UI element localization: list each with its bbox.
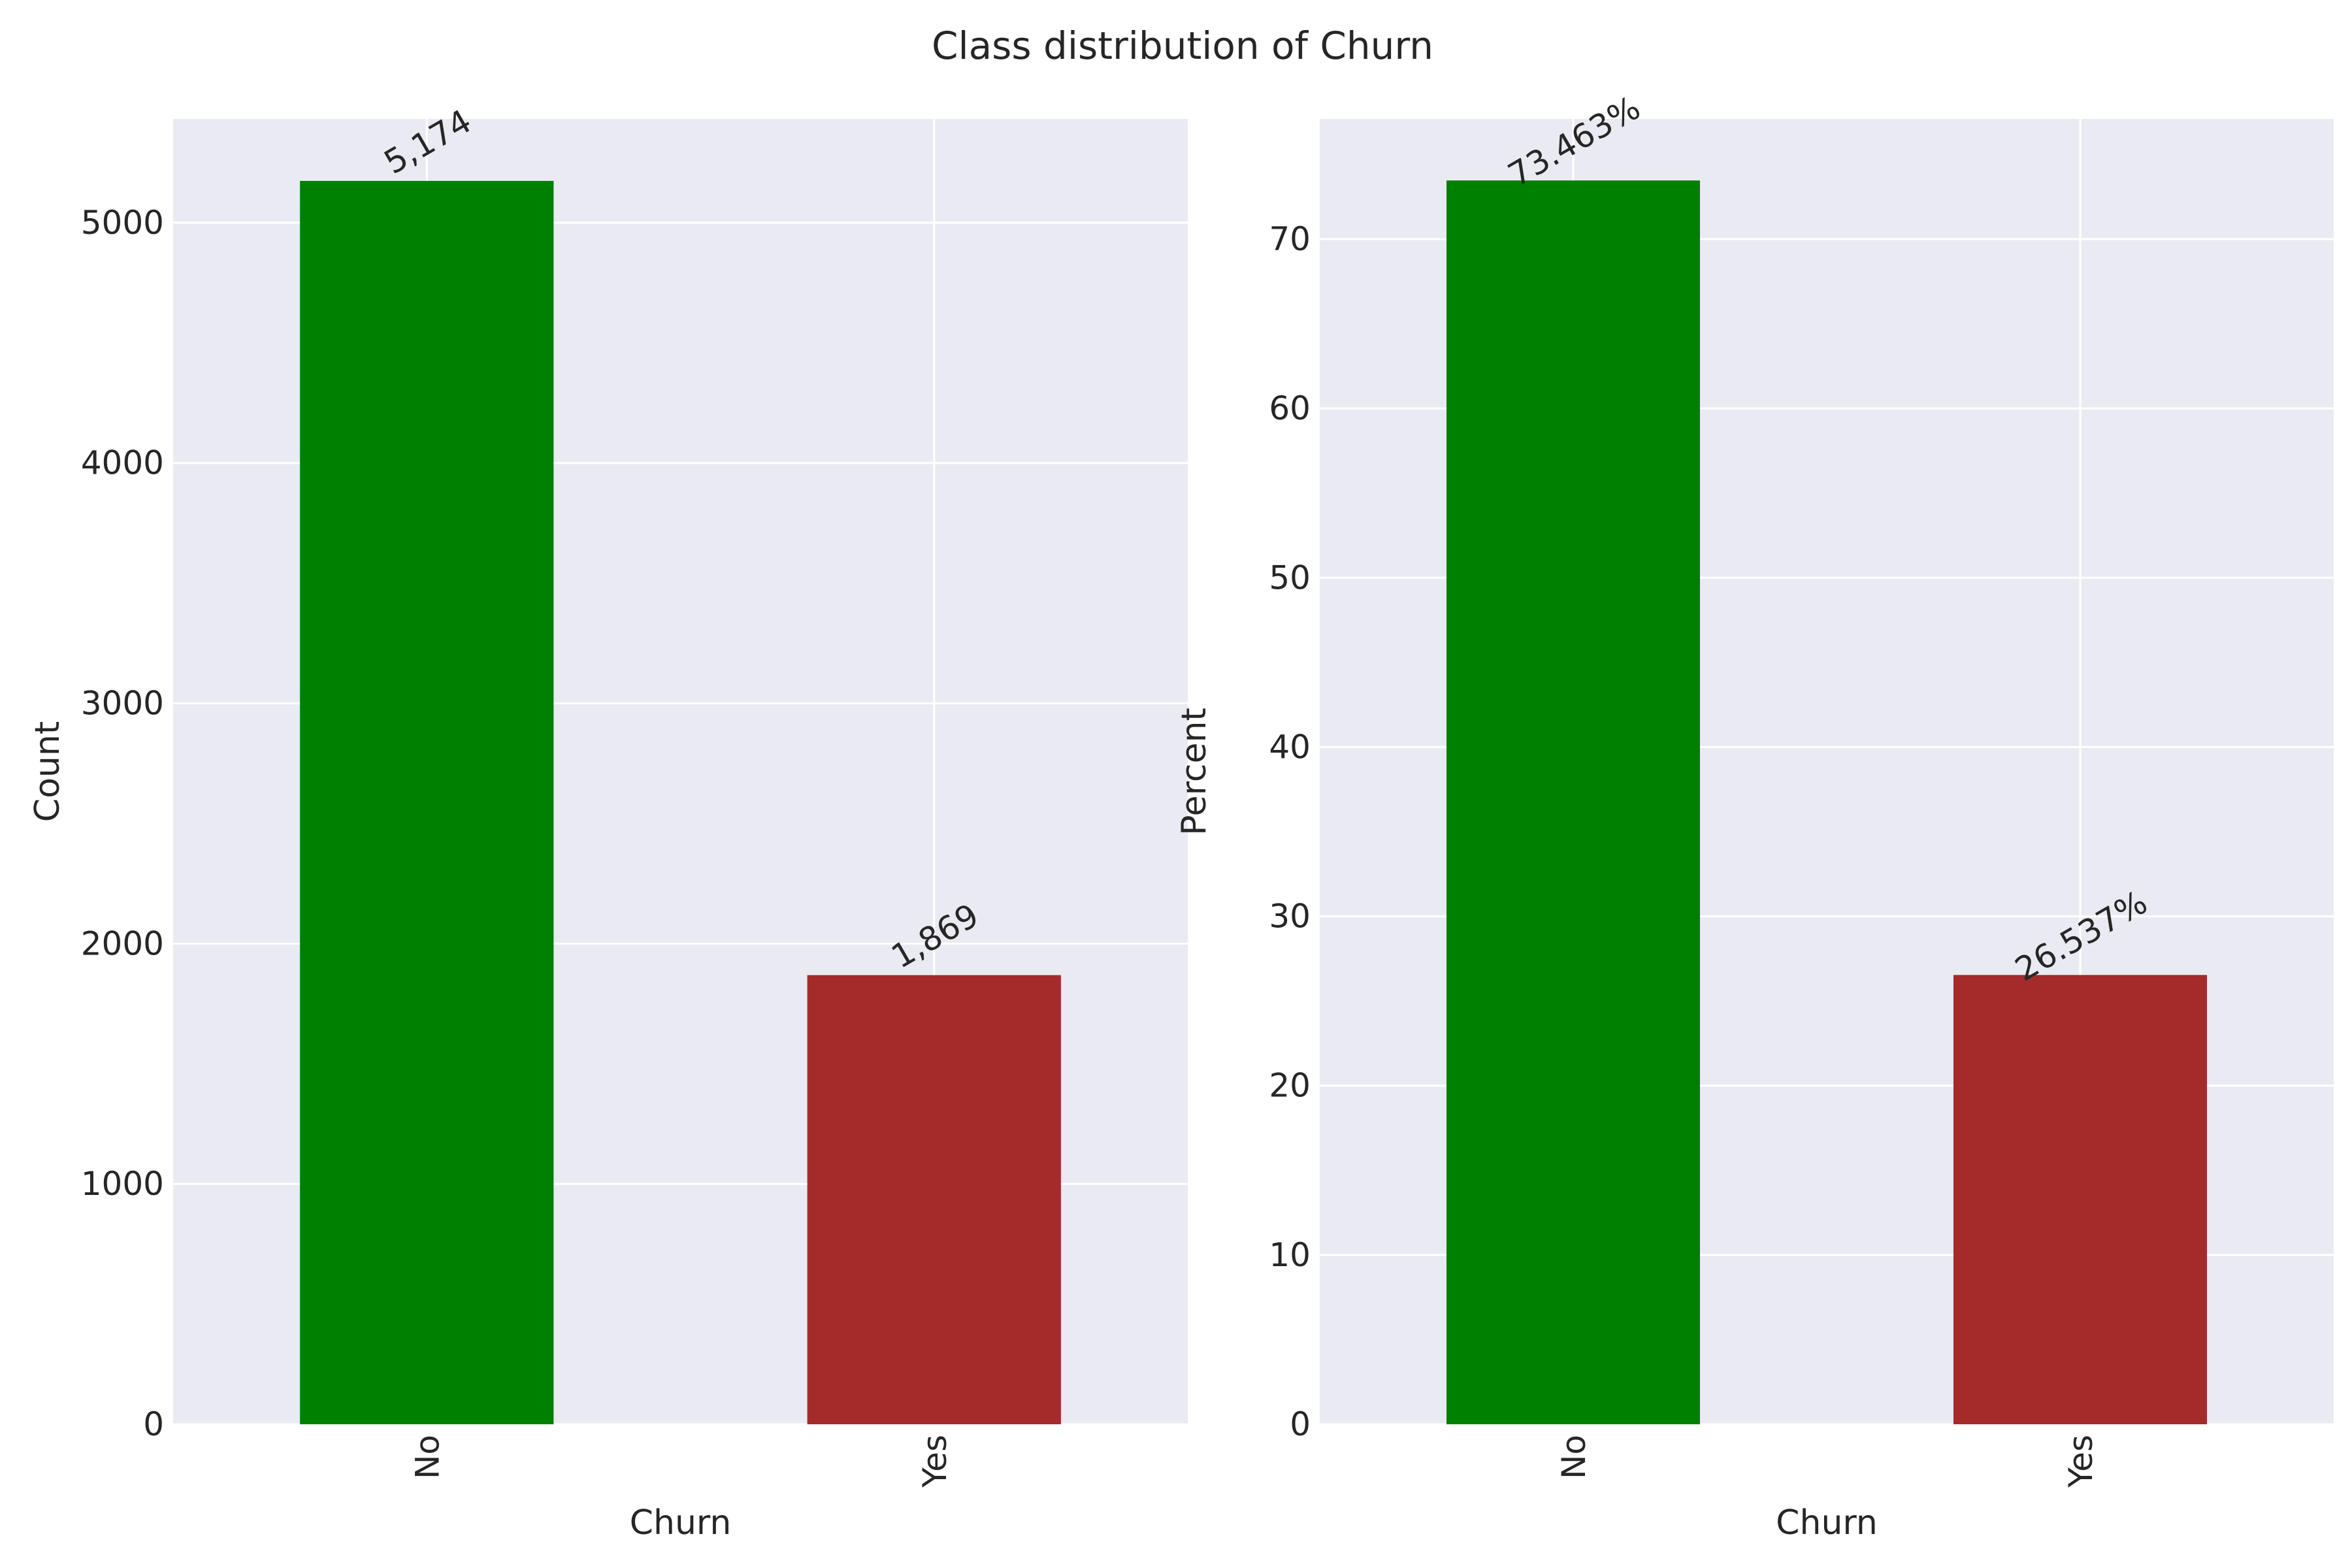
y-tick-label: 20 bbox=[1269, 1067, 1311, 1105]
y-tick-label: 4000 bbox=[81, 444, 164, 482]
y-tick-label: 40 bbox=[1269, 728, 1311, 766]
y-tick-label: 30 bbox=[1269, 898, 1311, 936]
y-axis-label: Percent bbox=[1175, 708, 1214, 836]
figure-title: Class distribution of Churn bbox=[932, 24, 1433, 68]
y-tick-label: 60 bbox=[1269, 389, 1311, 427]
x-axis-label: Churn bbox=[630, 1503, 732, 1543]
y-tick-label: 5000 bbox=[81, 204, 164, 242]
bar-yes bbox=[807, 975, 1061, 1424]
y-tick-label: 0 bbox=[143, 1405, 164, 1443]
y-tick-label: 0 bbox=[1290, 1405, 1311, 1443]
x-tick-label: Yes bbox=[2062, 1435, 2100, 1488]
y-tick-label: 10 bbox=[1269, 1236, 1311, 1274]
x-tick-label: Yes bbox=[916, 1435, 954, 1488]
y-tick-label: 3000 bbox=[81, 685, 164, 723]
y-tick-label: 70 bbox=[1269, 220, 1311, 258]
x-tick-label: No bbox=[408, 1435, 446, 1479]
bar-yes bbox=[1953, 975, 2207, 1424]
x-axis-label: Churn bbox=[1776, 1503, 1878, 1543]
y-tick-label: 50 bbox=[1269, 559, 1311, 596]
bar-no bbox=[1446, 180, 1700, 1424]
y-tick-label: 1000 bbox=[81, 1165, 164, 1203]
x-tick-label: No bbox=[1555, 1435, 1593, 1479]
y-tick-label: 2000 bbox=[81, 924, 164, 962]
bar-no bbox=[300, 180, 554, 1424]
y-axis-label: Count bbox=[28, 721, 67, 822]
